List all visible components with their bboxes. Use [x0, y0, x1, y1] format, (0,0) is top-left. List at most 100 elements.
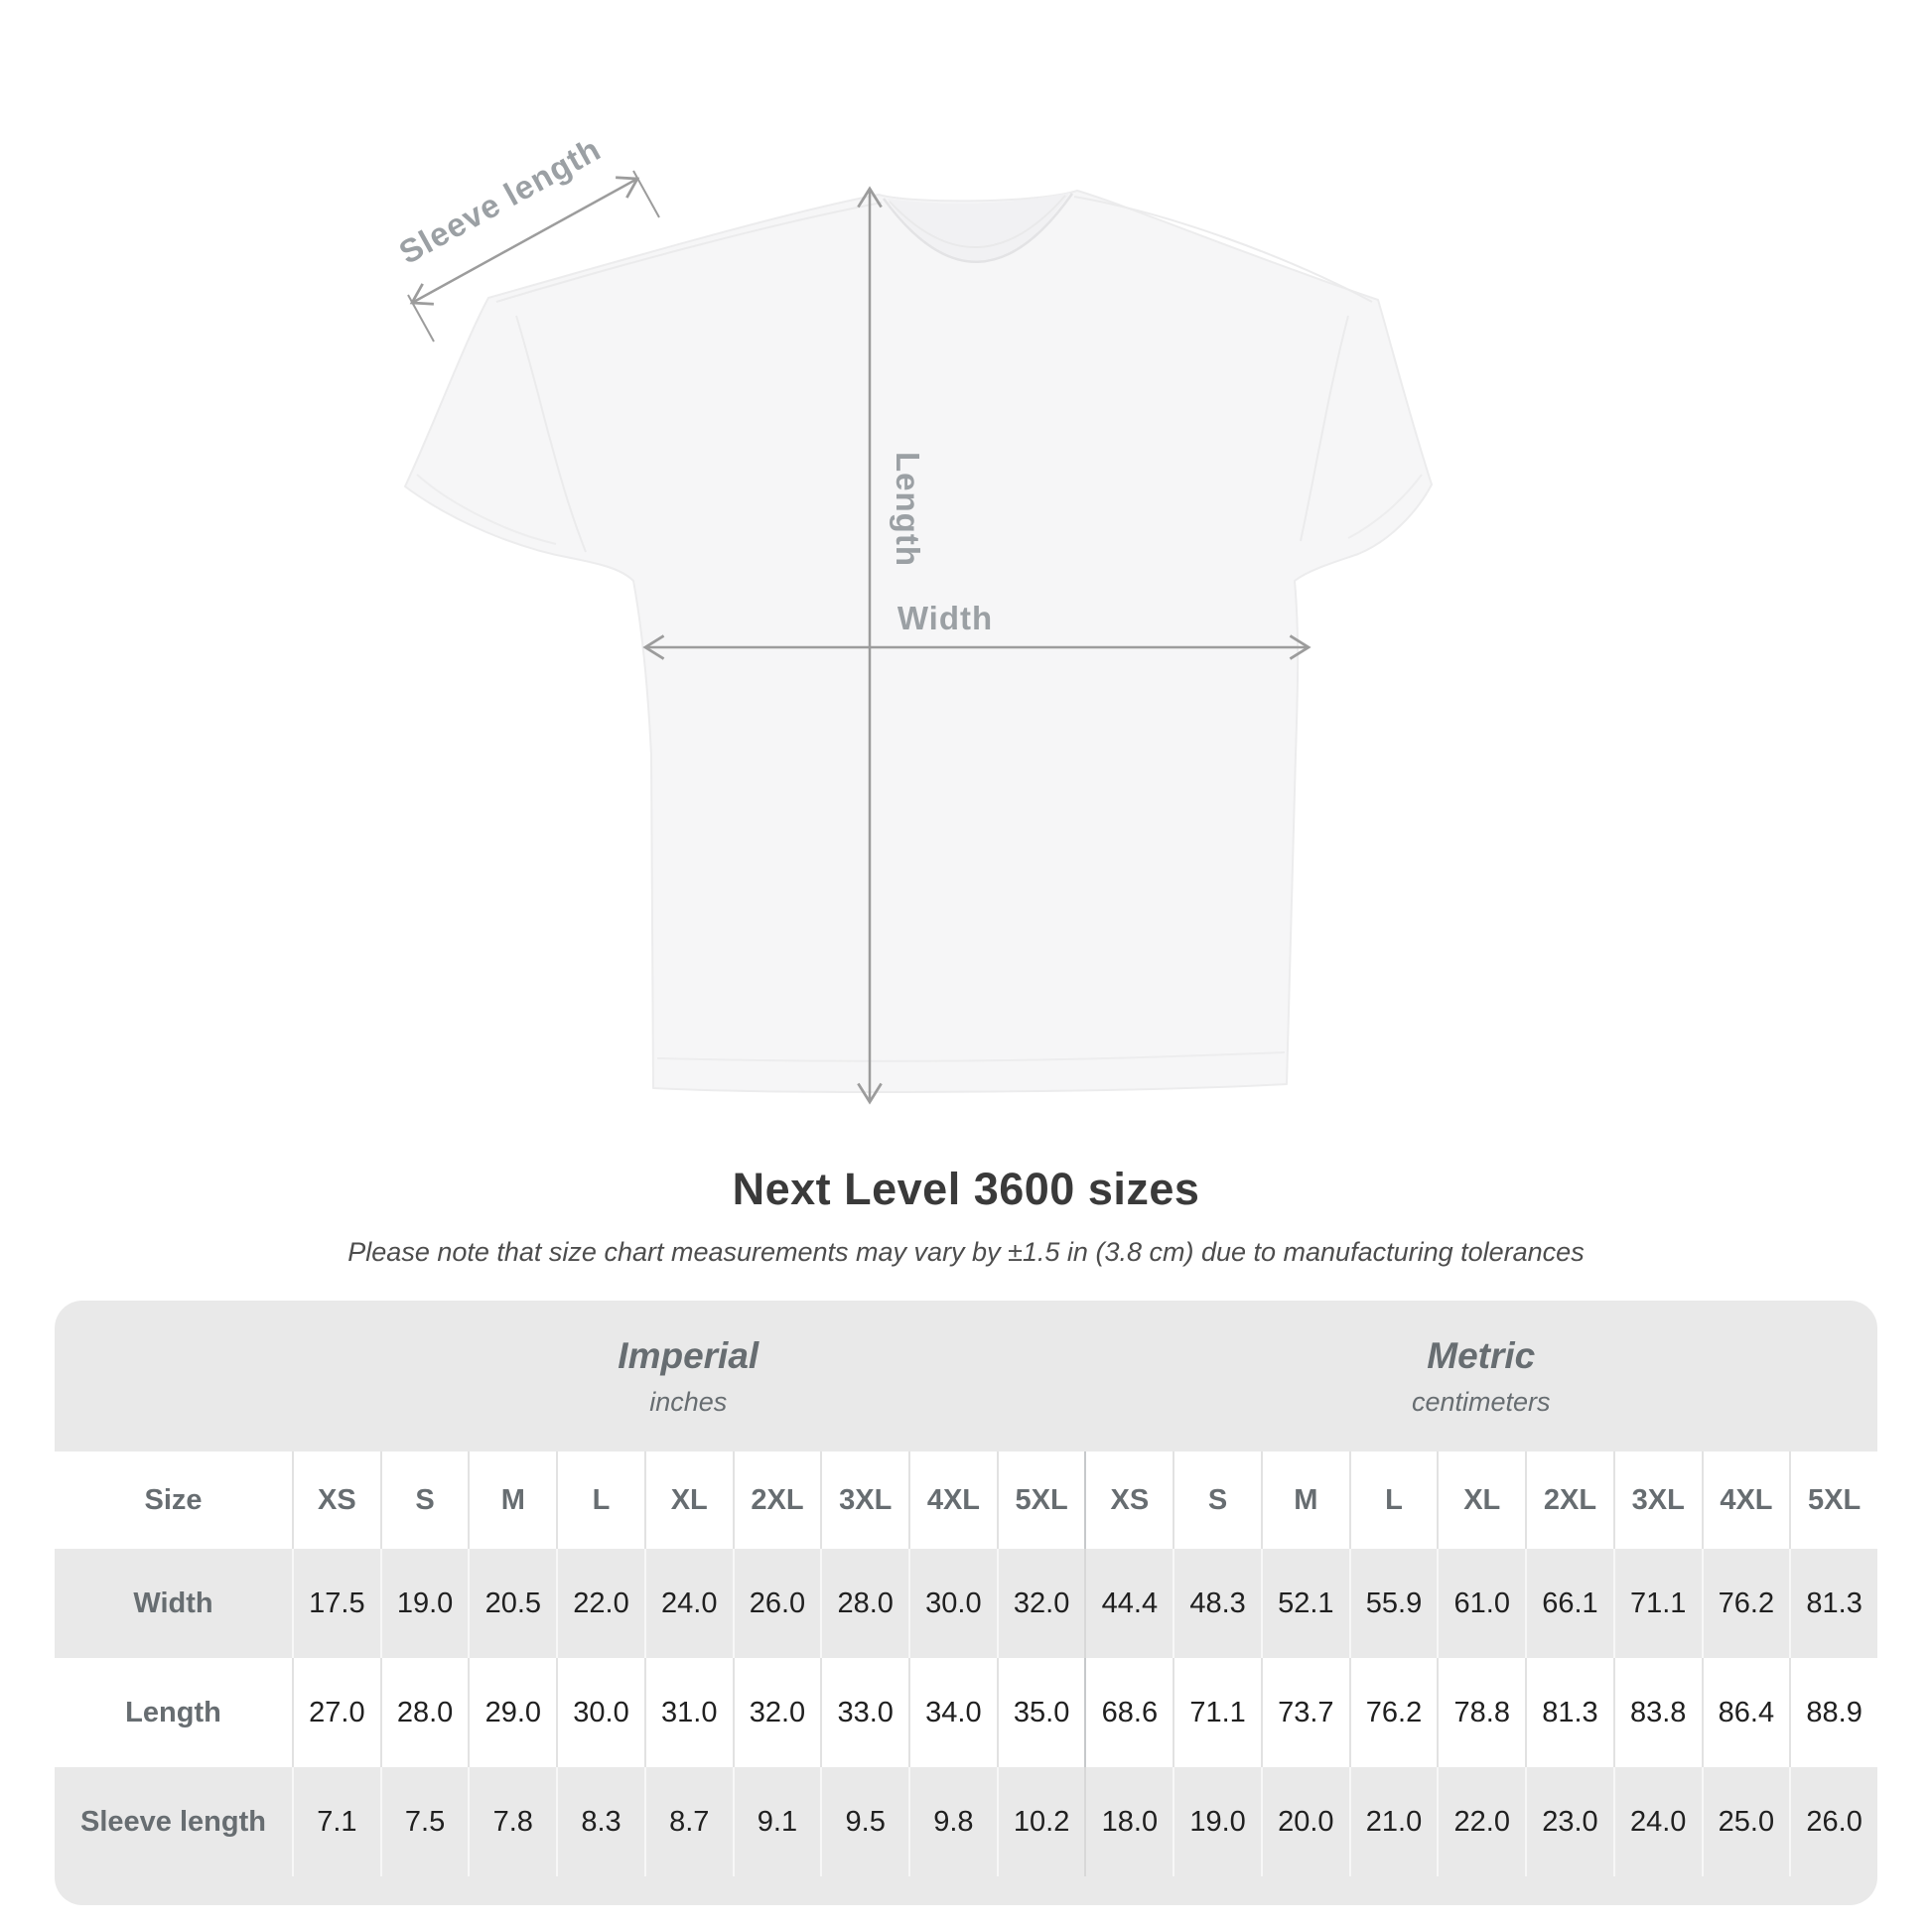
value-cell: 48.3 — [1173, 1549, 1261, 1658]
value-cell: 29.0 — [468, 1658, 556, 1767]
length-label: Length — [890, 452, 926, 567]
value-cell: 9.1 — [732, 1767, 821, 1876]
width-label: Width — [897, 600, 993, 636]
length-row: Length 27.0 28.0 29.0 30.0 31.0 32.0 33.… — [55, 1658, 1877, 1767]
tshirt-outline — [404, 190, 1433, 1093]
value-cell: 81.3 — [1525, 1658, 1613, 1767]
value-cell: 19.0 — [379, 1549, 469, 1658]
value-cell: 7.8 — [468, 1767, 556, 1876]
tolerance-note: Please note that size chart measurements… — [347, 1237, 1585, 1267]
metric-label: Metric — [1427, 1334, 1536, 1376]
length-row-label: Length — [125, 1696, 221, 1728]
value-cell: 32.0 — [732, 1658, 821, 1767]
dimension-arrows — [407, 170, 1311, 1105]
value-cell: 34.0 — [908, 1658, 997, 1767]
sleeve-witness-line-bottom — [407, 294, 435, 343]
sleeve-length-row-label: Sleeve length — [80, 1805, 266, 1838]
value-cell: 71.1 — [1612, 1549, 1702, 1658]
value-cell: 81.3 — [1789, 1549, 1877, 1658]
width-row-label: Width — [133, 1587, 213, 1619]
sleeve-length-row: Sleeve length 7.1 7.5 7.8 8.3 8.7 9.1 9.… — [55, 1767, 1877, 1876]
value-cell: 18.0 — [1084, 1767, 1173, 1876]
value-cell: 30.0 — [556, 1658, 644, 1767]
value-cell: 55.9 — [1348, 1549, 1438, 1658]
value-cell: 9.8 — [908, 1767, 997, 1876]
value-cell: 17.5 — [292, 1549, 380, 1658]
value-cell: 52.1 — [1260, 1549, 1349, 1658]
value-cell: 73.7 — [1260, 1658, 1349, 1767]
value-cell: 33.0 — [820, 1658, 908, 1767]
value-cell: 28.0 — [379, 1658, 469, 1767]
sleeve-witness-line-top — [632, 170, 660, 218]
value-cell: 78.8 — [1437, 1658, 1525, 1767]
size-col-header: XS — [292, 1451, 380, 1549]
size-col-header: M — [1260, 1451, 1349, 1549]
size-col-header: XL — [1437, 1451, 1525, 1549]
value-cell: 10.2 — [996, 1767, 1085, 1876]
imperial-units: inches — [649, 1386, 728, 1417]
value-cell: 24.0 — [643, 1549, 733, 1658]
value-cell: 20.5 — [468, 1549, 556, 1658]
size-col-header: S — [379, 1451, 469, 1549]
value-cell: 76.2 — [1348, 1658, 1438, 1767]
size-table: Imperial inches Metric centimeters Size … — [55, 1301, 1877, 1905]
value-cell: 20.0 — [1260, 1767, 1349, 1876]
imperial-label: Imperial — [618, 1334, 759, 1376]
neck-opening — [887, 193, 1070, 262]
value-cell: 8.3 — [556, 1767, 644, 1876]
value-cell: 24.0 — [1612, 1767, 1702, 1876]
size-col-header: 2XL — [732, 1451, 821, 1549]
value-cell: 28.0 — [820, 1549, 908, 1658]
size-col-header: 5XL — [1789, 1451, 1877, 1549]
value-cell: 19.0 — [1173, 1767, 1261, 1876]
size-col-header: XL — [643, 1451, 733, 1549]
value-cell: 61.0 — [1437, 1549, 1525, 1658]
value-cell: 30.0 — [908, 1549, 997, 1658]
value-cell: 66.1 — [1525, 1549, 1613, 1658]
value-cell: 68.6 — [1084, 1658, 1173, 1767]
size-col-header: 4XL — [908, 1451, 997, 1549]
size-col-header: M — [468, 1451, 556, 1549]
value-cell: 31.0 — [643, 1658, 733, 1767]
size-col-header: 4XL — [1701, 1451, 1790, 1549]
sleeve-length-arrow — [409, 176, 640, 306]
size-col-header: XS — [1084, 1451, 1173, 1549]
size-row-label: Size — [144, 1483, 203, 1516]
size-col-header: 5XL — [996, 1451, 1085, 1549]
value-cell: 32.0 — [996, 1549, 1085, 1658]
size-col-header: 2XL — [1525, 1451, 1613, 1549]
value-cell: 22.0 — [1437, 1767, 1525, 1876]
value-cell: 22.0 — [556, 1549, 644, 1658]
size-col-header: 3XL — [1612, 1451, 1702, 1549]
unit-band-row: Imperial inches Metric centimeters — [55, 1301, 1877, 1451]
value-cell: 7.1 — [292, 1767, 380, 1876]
size-header-row: Size XS S M L XL 2XL 3XL 4XL 5XL XS S M … — [55, 1451, 1877, 1549]
imperial-group-header: Imperial inches — [292, 1301, 1085, 1451]
value-cell: 26.0 — [732, 1549, 821, 1658]
value-cell: 8.7 — [643, 1767, 733, 1876]
metric-units: centimeters — [1411, 1386, 1551, 1417]
size-col-header: L — [556, 1451, 644, 1549]
value-cell: 44.4 — [1084, 1549, 1173, 1658]
value-cell: 23.0 — [1525, 1767, 1613, 1876]
width-row: Width 17.5 19.0 20.5 22.0 24.0 26.0 28.0… — [55, 1549, 1877, 1658]
value-cell: 35.0 — [996, 1658, 1085, 1767]
sleeve-length-label: Sleeve length — [393, 130, 607, 271]
value-cell: 9.5 — [820, 1767, 908, 1876]
value-cell: 71.1 — [1173, 1658, 1261, 1767]
size-col-header: 3XL — [820, 1451, 908, 1549]
value-cell: 86.4 — [1701, 1658, 1790, 1767]
value-cell: 21.0 — [1348, 1767, 1438, 1876]
size-col-header: L — [1348, 1451, 1438, 1549]
value-cell: 27.0 — [292, 1658, 380, 1767]
value-cell: 26.0 — [1789, 1767, 1877, 1876]
value-cell: 7.5 — [379, 1767, 469, 1876]
metric-group-header: Metric centimeters — [1085, 1301, 1878, 1451]
size-col-header: S — [1173, 1451, 1261, 1549]
value-cell: 83.8 — [1612, 1658, 1702, 1767]
value-cell: 88.9 — [1789, 1658, 1877, 1767]
tshirt-diagram: Sleeve length Length Width — [393, 130, 1433, 1105]
value-cell: 25.0 — [1701, 1767, 1790, 1876]
page-title: Next Level 3600 sizes — [732, 1164, 1200, 1214]
